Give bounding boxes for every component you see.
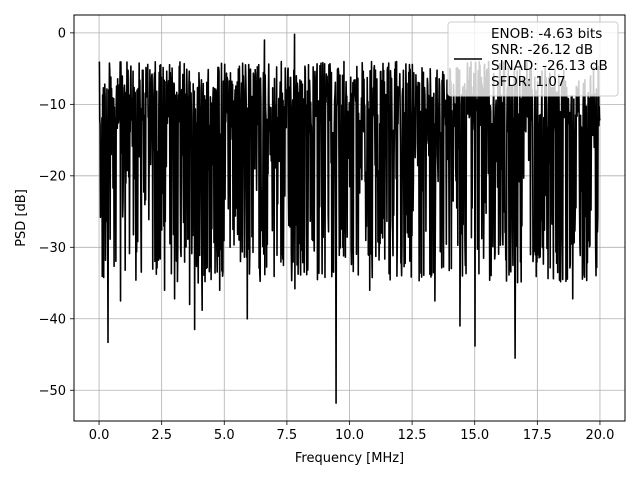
x-tick-label: 17.5 [523, 428, 552, 443]
y-tick-label: −20 [39, 169, 66, 184]
legend-entry-enob: ENOB: -4.63 bits [491, 26, 602, 42]
x-tick-label: 15.0 [460, 428, 489, 443]
legend-entry-sfdr: SFDR: 1.07 [491, 74, 566, 90]
legend-entry-snr: SNR: -26.12 dB [491, 42, 593, 58]
y-ticks: 0 −10 −20 −30 −40 −50 [39, 26, 74, 399]
y-axis-label: PSD [dB] [14, 189, 29, 247]
y-tick-label: −10 [39, 98, 66, 113]
legend: ENOB: -4.63 bits SNR: -26.12 dB SINAD: -… [447, 21, 619, 97]
x-tick-label: 5.0 [214, 428, 235, 443]
x-tick-label: 10.0 [335, 428, 364, 443]
x-axis-label: Frequency [MHz] [295, 451, 404, 466]
y-tick-label: −30 [39, 241, 66, 256]
y-tick-label: −50 [39, 384, 66, 399]
legend-box [447, 21, 619, 97]
x-tick-label: 0.0 [89, 428, 110, 443]
series-line-group [98, 33, 601, 404]
x-tick-label: 12.5 [398, 428, 427, 443]
psd-series-line [98, 33, 601, 404]
x-ticks: 0.0 2.5 5.0 7.5 10.0 12.5 15.0 17.5 20.0 [89, 421, 614, 443]
x-tick-label: 2.5 [151, 428, 172, 443]
y-tick-label: 0 [58, 26, 66, 41]
x-tick-label: 20.0 [585, 428, 614, 443]
legend-entry-sinad: SINAD: -26.13 dB [491, 58, 608, 74]
x-tick-label: 7.5 [277, 428, 298, 443]
y-tick-label: −40 [39, 312, 66, 327]
